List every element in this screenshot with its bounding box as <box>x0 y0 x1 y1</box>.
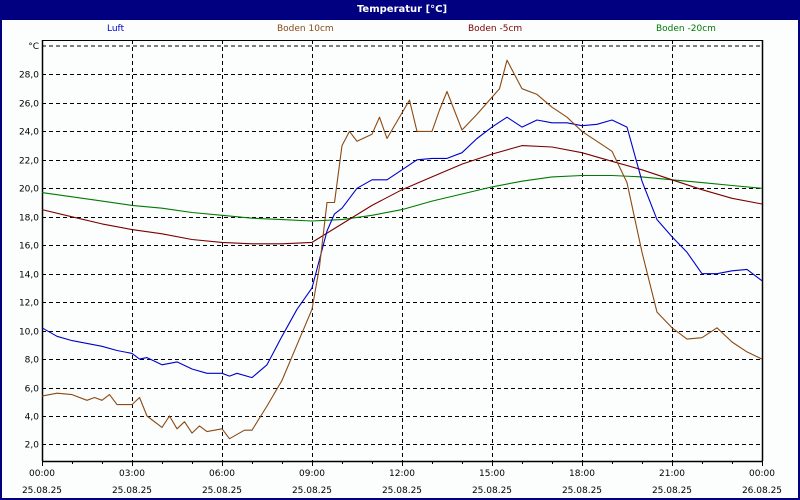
y-tick-label: 4,0 <box>25 413 40 423</box>
x-tick-time: 09:00 <box>299 469 325 479</box>
y-tick-label: 16,0 <box>19 242 39 252</box>
x-tick-date: 25.08.25 <box>382 486 422 496</box>
x-tick-date: 25.08.25 <box>292 486 332 496</box>
y-tick-label: 18,0 <box>19 214 39 224</box>
legend-luft: Luft <box>107 24 125 34</box>
y-tick-label: 20,0 <box>19 185 39 195</box>
x-tick-date: 25.08.25 <box>202 486 242 496</box>
x-tick-time: 00:00 <box>29 469 55 479</box>
y-tick-label: 10,0 <box>19 328 39 338</box>
x-tick-time: 21:00 <box>659 469 685 479</box>
series-line-boden-10cm <box>41 59 763 440</box>
y-tick-label: 24,0 <box>19 128 39 138</box>
x-tick-date: 25.08.25 <box>652 486 692 496</box>
y-tick-label: 22,0 <box>19 157 39 167</box>
x-tick-time: 06:00 <box>209 469 235 479</box>
series-line-boden-20cm <box>41 174 763 222</box>
series-line-luft <box>41 116 763 379</box>
y-tick-label: 6,0 <box>25 385 40 395</box>
y-tick-label: 12,0 <box>19 299 39 309</box>
x-tick-date: 26.08.25 <box>742 486 782 496</box>
y-tick-label: 2,0 <box>25 441 40 451</box>
x-tick-time: 00:00 <box>749 469 775 479</box>
x-tick-time: 03:00 <box>119 469 145 479</box>
y-unit-label: °C <box>28 42 39 52</box>
y-tick-label: 14,0 <box>19 271 39 281</box>
x-tick-date: 25.08.25 <box>562 486 602 496</box>
x-tick-time: 12:00 <box>389 469 415 479</box>
legend-boden-minus-20cm: Boden -20cm <box>656 24 716 34</box>
series-line-boden-5cm <box>41 145 763 245</box>
x-tick-date: 25.08.25 <box>112 486 152 496</box>
legend-boden-10cm: Boden 10cm <box>277 24 334 34</box>
y-tick-label: 26,0 <box>19 100 39 110</box>
chart-title: Temperatur [°C] <box>2 0 800 20</box>
x-tick-date: 25.08.25 <box>472 486 512 496</box>
x-tick-time: 18:00 <box>569 469 595 479</box>
legend-boden-minus-5cm: Boden -5cm <box>468 24 523 34</box>
y-tick-label: 28,0 <box>19 71 39 81</box>
y-tick-label: 8,0 <box>25 356 40 366</box>
x-tick-date: 25.08.25 <box>22 486 62 496</box>
x-tick-time: 15:00 <box>479 469 505 479</box>
